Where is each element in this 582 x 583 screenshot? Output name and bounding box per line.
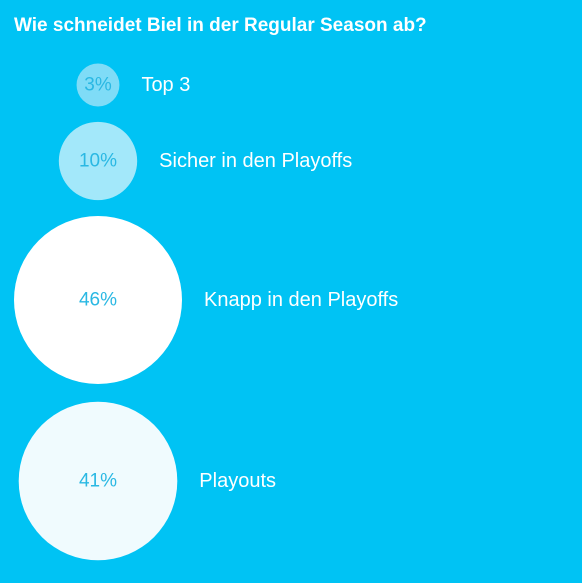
- bubble-sicher-in-den-playoffs: [58, 121, 138, 201]
- bubble-playouts: [18, 401, 178, 561]
- bubble-group-knapp-in-den-playoffs: 46% Knapp in den Playoffs: [14, 216, 398, 384]
- bubble-category-label: Sicher in den Playoffs: [159, 150, 352, 172]
- bubble-category-label: Knapp in den Playoffs: [204, 289, 398, 311]
- bubble-category-label: Top 3: [141, 74, 190, 96]
- bubble-value-label: 41%: [79, 471, 117, 492]
- bubble-value-label: 3%: [84, 75, 112, 96]
- bubble-group-playouts: 41% Playouts: [18, 401, 276, 561]
- bubble-group-sicher-in-den-playoffs: 10% Sicher in den Playoffs: [58, 121, 352, 201]
- bubble-group-top-3: 3% Top 3: [76, 63, 190, 107]
- poll-question: Wie schneidet Biel in der Regular Season…: [14, 15, 427, 36]
- bubble-value-label: 10%: [79, 151, 117, 172]
- bubble-value-label: 46%: [79, 290, 117, 311]
- bubble-knapp-in-den-playoffs: [14, 216, 182, 384]
- bubble-top-3: [76, 63, 120, 107]
- bubble-category-label: Playouts: [199, 470, 276, 492]
